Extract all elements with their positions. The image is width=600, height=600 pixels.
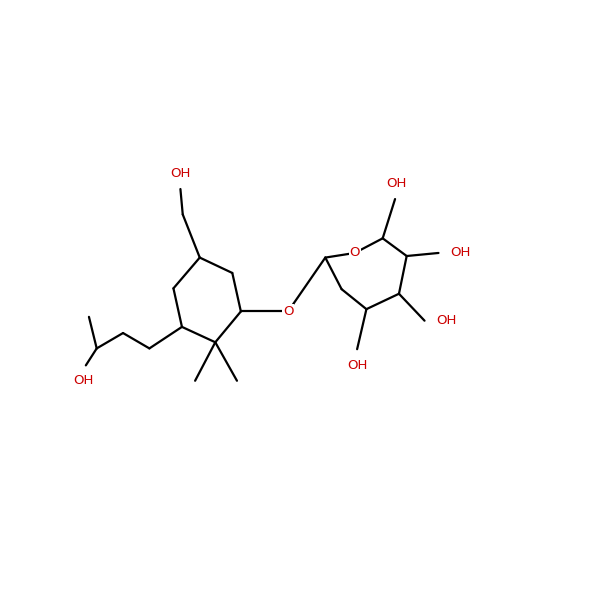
Text: OH: OH <box>347 359 367 373</box>
Text: O: O <box>350 247 360 259</box>
Text: OH: OH <box>386 177 406 190</box>
Text: OH: OH <box>170 167 191 180</box>
Text: O: O <box>283 305 293 318</box>
Text: OH: OH <box>73 374 94 386</box>
Text: OH: OH <box>450 247 470 259</box>
Text: OH: OH <box>436 314 457 327</box>
